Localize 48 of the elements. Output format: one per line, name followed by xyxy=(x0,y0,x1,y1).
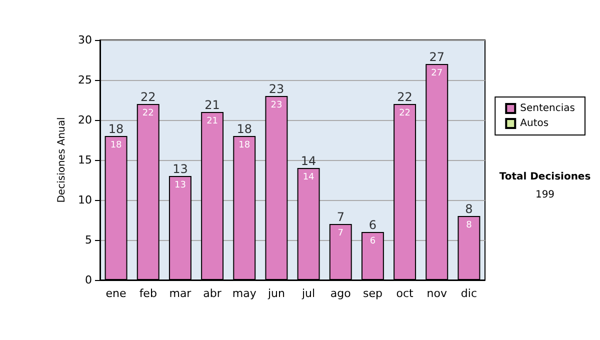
data-label: 18 xyxy=(110,140,122,150)
y-tick-label: 20 xyxy=(78,114,92,126)
legend-label: Autos xyxy=(520,118,549,129)
y-axis-title: Decisiones Anual xyxy=(56,117,68,203)
data-label: 8 xyxy=(466,220,472,230)
y-tick-label: 0 xyxy=(85,274,92,286)
x-tick-label: feb xyxy=(139,287,157,300)
y-tick-label: 30 xyxy=(78,34,92,46)
x-tick-label: ene xyxy=(106,287,127,300)
total-label: 8 xyxy=(465,202,473,216)
x-tick-label: nov xyxy=(426,287,448,300)
total-label: 21 xyxy=(204,98,220,112)
x-tick-label: abr xyxy=(203,287,222,300)
data-label: 13 xyxy=(174,180,186,190)
x-tick-label: jul xyxy=(300,287,316,300)
data-label: 27 xyxy=(431,68,443,78)
x-tick-label: dic xyxy=(460,287,478,300)
total-label: 22 xyxy=(397,90,412,104)
total-label: 22 xyxy=(140,90,156,104)
x-tick-label: sep xyxy=(362,287,382,300)
text: Total Decisiones xyxy=(499,172,591,182)
text: 199 xyxy=(535,190,555,200)
total-label: 27 xyxy=(429,50,445,64)
total-label: 13 xyxy=(172,162,188,176)
legend-label: Sentencias xyxy=(520,103,576,114)
x-tick-label: jun xyxy=(266,287,285,300)
data-label: 23 xyxy=(270,100,282,110)
x-tick-label: may xyxy=(232,287,257,300)
data-label: 21 xyxy=(206,116,218,126)
y-tick-label: 5 xyxy=(85,234,92,246)
data-label: 6 xyxy=(370,236,376,246)
y-tick-label: 25 xyxy=(78,74,92,86)
data-label: 7 xyxy=(338,228,344,238)
data-label: 14 xyxy=(302,172,315,182)
total-label: 6 xyxy=(368,218,377,232)
x-tick-label: oct xyxy=(396,287,414,300)
total-label: 18 xyxy=(236,122,252,136)
total-label: 7 xyxy=(336,210,344,224)
total-label: 18 xyxy=(108,122,124,136)
y-tick-label: 10 xyxy=(78,194,92,206)
total-label: 23 xyxy=(268,82,284,96)
y-tick-label: 15 xyxy=(78,154,92,166)
data-label: 22 xyxy=(399,108,411,118)
x-tick-label: ago xyxy=(330,287,352,300)
data-label: 18 xyxy=(238,140,250,150)
x-tick-label: mar xyxy=(169,287,192,300)
data-label: 22 xyxy=(142,108,154,118)
total-label: 14 xyxy=(300,154,316,168)
